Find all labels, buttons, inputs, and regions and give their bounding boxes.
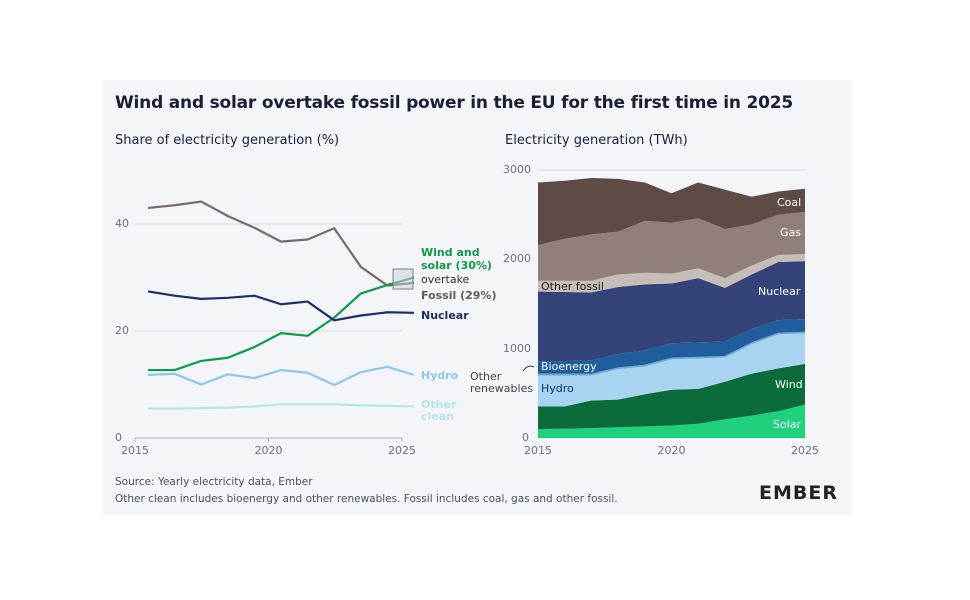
area-bioenergy — [538, 319, 805, 374]
footnote: Other clean includes bioenergy and other… — [115, 493, 618, 505]
area-other-fossil — [538, 253, 805, 293]
area-hydro — [538, 333, 805, 407]
y-tick-label: 0 — [522, 431, 529, 444]
y-tick-label: 0 — [115, 431, 122, 444]
y-tick-label: 3000 — [503, 163, 531, 176]
x-tick-label: 2020 — [657, 444, 686, 457]
area-nuclear — [538, 261, 805, 362]
x-tick-label: 2020 — [254, 444, 283, 457]
label-fossil: Fossil (29%) — [421, 289, 497, 302]
line-wind-and-solar — [148, 276, 415, 372]
y-tick-label: 2000 — [503, 252, 531, 266]
left-chart-title: Share of electricity generation (%) — [115, 133, 340, 148]
label-hydro: Hydro — [421, 369, 459, 382]
label-other-renewables-2: renewables — [470, 382, 534, 395]
line-hydro — [147, 365, 415, 387]
area-label-wind: Wind — [775, 378, 803, 391]
label-nuclear: Nuclear — [421, 309, 469, 322]
area-wind — [538, 363, 805, 430]
y-tick-label: 1000 — [503, 341, 531, 355]
overtake-highlight-box — [392, 268, 414, 290]
line-fossil — [147, 200, 415, 287]
area-label-other-fossil: Other fossil — [541, 280, 604, 293]
area-coal — [538, 178, 805, 246]
x-tick-label: 2015 — [121, 444, 149, 457]
line-nuclear — [147, 290, 415, 322]
arrow-icon — [522, 365, 535, 372]
area-label-gas: Gas — [780, 226, 801, 239]
label-overtake: overtake — [421, 273, 470, 286]
label-wind-solar-1: Wind and — [421, 246, 480, 259]
label-other-renewables-1: Other — [470, 370, 502, 383]
label-other-clean-2: clean — [421, 410, 455, 423]
y-tick-label: 20 — [115, 324, 129, 337]
label-other-clean-1: Other — [421, 398, 457, 411]
area-label-hydro: Hydro — [541, 382, 574, 395]
ember-logo: EMBER — [759, 482, 838, 504]
area-label-solar: Solar — [773, 418, 802, 431]
right-chart-title: Electricity generation (TWh) — [505, 133, 688, 148]
area-gas — [538, 211, 805, 281]
line-other-clean — [148, 403, 415, 410]
area-label-bioenergy: Bioenergy — [541, 360, 597, 373]
x-tick-label: 2025 — [791, 444, 819, 457]
area-label-nuclear: Nuclear — [758, 285, 801, 298]
x-tick-label: 2015 — [524, 444, 552, 457]
area-solar — [538, 404, 805, 438]
source-note: Source: Yearly electricity data, Ember — [115, 476, 313, 488]
area-label-coal: Coal — [777, 196, 802, 209]
label-wind-solar-2: solar (30%) — [421, 259, 492, 272]
x-tick-label: 2025 — [388, 444, 416, 457]
chart-title: Wind and solar overtake fossil power in … — [115, 93, 794, 113]
y-tick-label: 40 — [115, 217, 129, 230]
